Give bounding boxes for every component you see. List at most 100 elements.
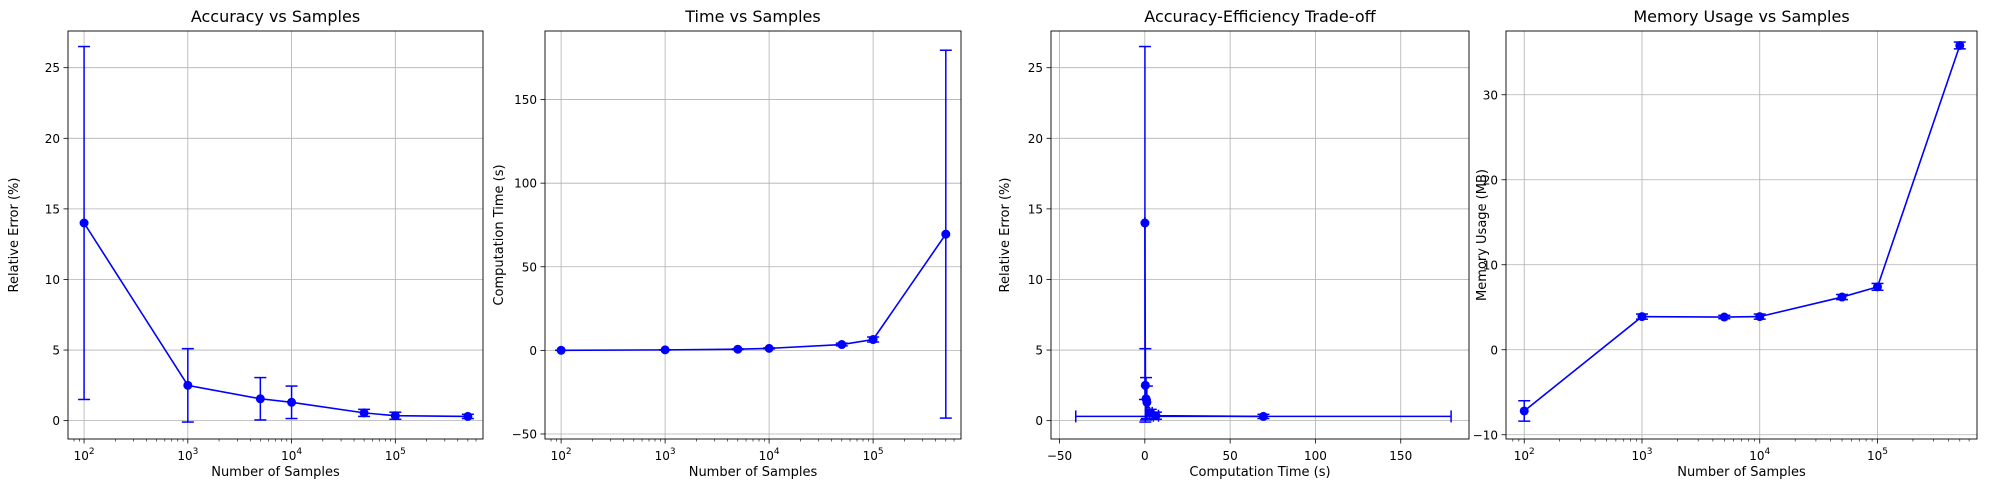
x-tick-base: 10	[74, 449, 89, 463]
data-point	[463, 411, 473, 421]
x-tick-exponent: 3	[193, 447, 199, 457]
data-point	[1837, 292, 1847, 302]
data-point	[1258, 411, 1268, 421]
x-axis-label: Number of Samples	[689, 465, 818, 480]
y-axis-label: Memory Usage (MB)	[1475, 169, 1490, 301]
y-tick-label: −50	[512, 427, 537, 441]
x-tick-label: 104	[281, 447, 302, 463]
x-tick-base: 10	[759, 449, 774, 463]
x-tick-exponent: 4	[1765, 447, 1771, 457]
x-tick-label: 105	[385, 447, 406, 463]
x-tick-exponent: 3	[670, 447, 676, 457]
data-point	[255, 394, 265, 404]
y-tick-label: −10	[1473, 428, 1498, 442]
chart-title: Accuracy vs Samples	[191, 7, 360, 26]
x-tick-label: 105	[863, 447, 884, 463]
y-axis-label: Relative Error (%)	[998, 178, 1013, 293]
x-tick-exponent: 5	[878, 447, 884, 457]
x-tick-base: 10	[1514, 449, 1529, 463]
y-tick-label: 150	[514, 93, 537, 107]
x-tick-label: 50	[1223, 449, 1238, 463]
series-line	[1523, 45, 1961, 412]
x-tick-label: −50	[1047, 449, 1072, 463]
chart-title: Accuracy-Efficiency Trade-off	[1144, 7, 1376, 26]
axes-frame	[1050, 30, 1470, 440]
data-point	[359, 408, 369, 418]
data-point	[390, 411, 400, 421]
x-tick-exponent: 2	[89, 447, 95, 457]
data-point	[287, 397, 297, 407]
y-tick-label: 15	[45, 202, 60, 216]
x-tick-exponent: 5	[1882, 447, 1888, 457]
axes-frame	[1505, 30, 1978, 440]
y-tick-label: 0	[52, 414, 60, 428]
x-tick-exponent: 4	[296, 447, 302, 457]
y-tick-label: 25	[1028, 61, 1043, 75]
y-tick-label: 10	[45, 273, 60, 287]
x-axis-label: Number of Samples	[211, 465, 340, 480]
x-tick-base: 10	[177, 449, 192, 463]
x-tick-label: 102	[551, 447, 572, 463]
y-tick-label: 0	[529, 344, 537, 358]
y-axis-label: Computation Time (s)	[492, 164, 507, 305]
x-tick-base: 10	[385, 449, 400, 463]
chart-3: −50 0 50 100 150 0 5 10 15 20 25 Accuracy-Efficienc…	[998, 7, 1470, 480]
y-tick-label: 20	[1483, 173, 1498, 187]
x-tick-label: 150	[1389, 449, 1412, 463]
data-point	[1955, 40, 1965, 50]
x-tick-label: 102	[74, 447, 95, 463]
x-tick-exponent: 2	[566, 447, 572, 457]
axes-frame	[544, 30, 962, 440]
series-line	[561, 233, 947, 352]
x-tick-exponent: 2	[1529, 447, 1535, 457]
y-tick-label: 10	[1483, 258, 1498, 272]
y-tick-label: 0	[1490, 343, 1498, 357]
data-point	[1142, 397, 1152, 407]
y-tick-label: 50	[522, 260, 537, 274]
axes-frame	[67, 30, 484, 440]
x-tick-base: 10	[863, 449, 878, 463]
data-point	[941, 229, 951, 239]
data-point	[1872, 282, 1882, 292]
x-tick-label: 0	[1141, 449, 1149, 463]
series-line	[1144, 222, 1264, 418]
x-tick-base: 10	[1749, 449, 1764, 463]
y-tick-label: 20	[45, 132, 60, 146]
data-point	[660, 345, 670, 355]
x-tick-label: 103	[177, 447, 198, 463]
y-tick-label: 30	[1483, 88, 1498, 102]
x-tick-label: 102	[1514, 447, 1535, 463]
x-tick-label: 104	[759, 447, 780, 463]
x-tick-base: 10	[655, 449, 670, 463]
data-point	[1755, 312, 1765, 322]
x-tick-base: 10	[1631, 449, 1646, 463]
data-point	[1151, 411, 1161, 421]
y-tick-label: 20	[1028, 132, 1043, 146]
x-tick-exponent: 4	[774, 447, 780, 457]
x-tick-label: 100	[1304, 449, 1327, 463]
series-line	[83, 222, 468, 418]
y-tick-label: 100	[514, 177, 537, 191]
data-point	[837, 340, 847, 350]
data-point	[1519, 406, 1529, 416]
data-point	[1719, 312, 1729, 322]
x-tick-label: 105	[1867, 447, 1888, 463]
x-tick-base: 10	[551, 449, 566, 463]
y-tick-label: 5	[52, 344, 60, 358]
x-axis-label: Number of Samples	[1677, 465, 1806, 480]
data-point	[1637, 312, 1647, 322]
x-tick-label: 103	[655, 447, 676, 463]
y-tick-label: 5	[1035, 344, 1043, 358]
y-tick-label: 25	[45, 61, 60, 75]
x-tick-exponent: 5	[400, 447, 406, 457]
data-point	[764, 343, 774, 353]
x-axis-label: Computation Time (s)	[1189, 465, 1330, 480]
chart-title: Time vs Samples	[684, 7, 820, 26]
chart-title: Memory Usage vs Samples	[1633, 7, 1849, 26]
x-tick-label: 104	[1749, 447, 1770, 463]
x-tick-base: 10	[1867, 449, 1882, 463]
x-tick-exponent: 3	[1647, 447, 1653, 457]
